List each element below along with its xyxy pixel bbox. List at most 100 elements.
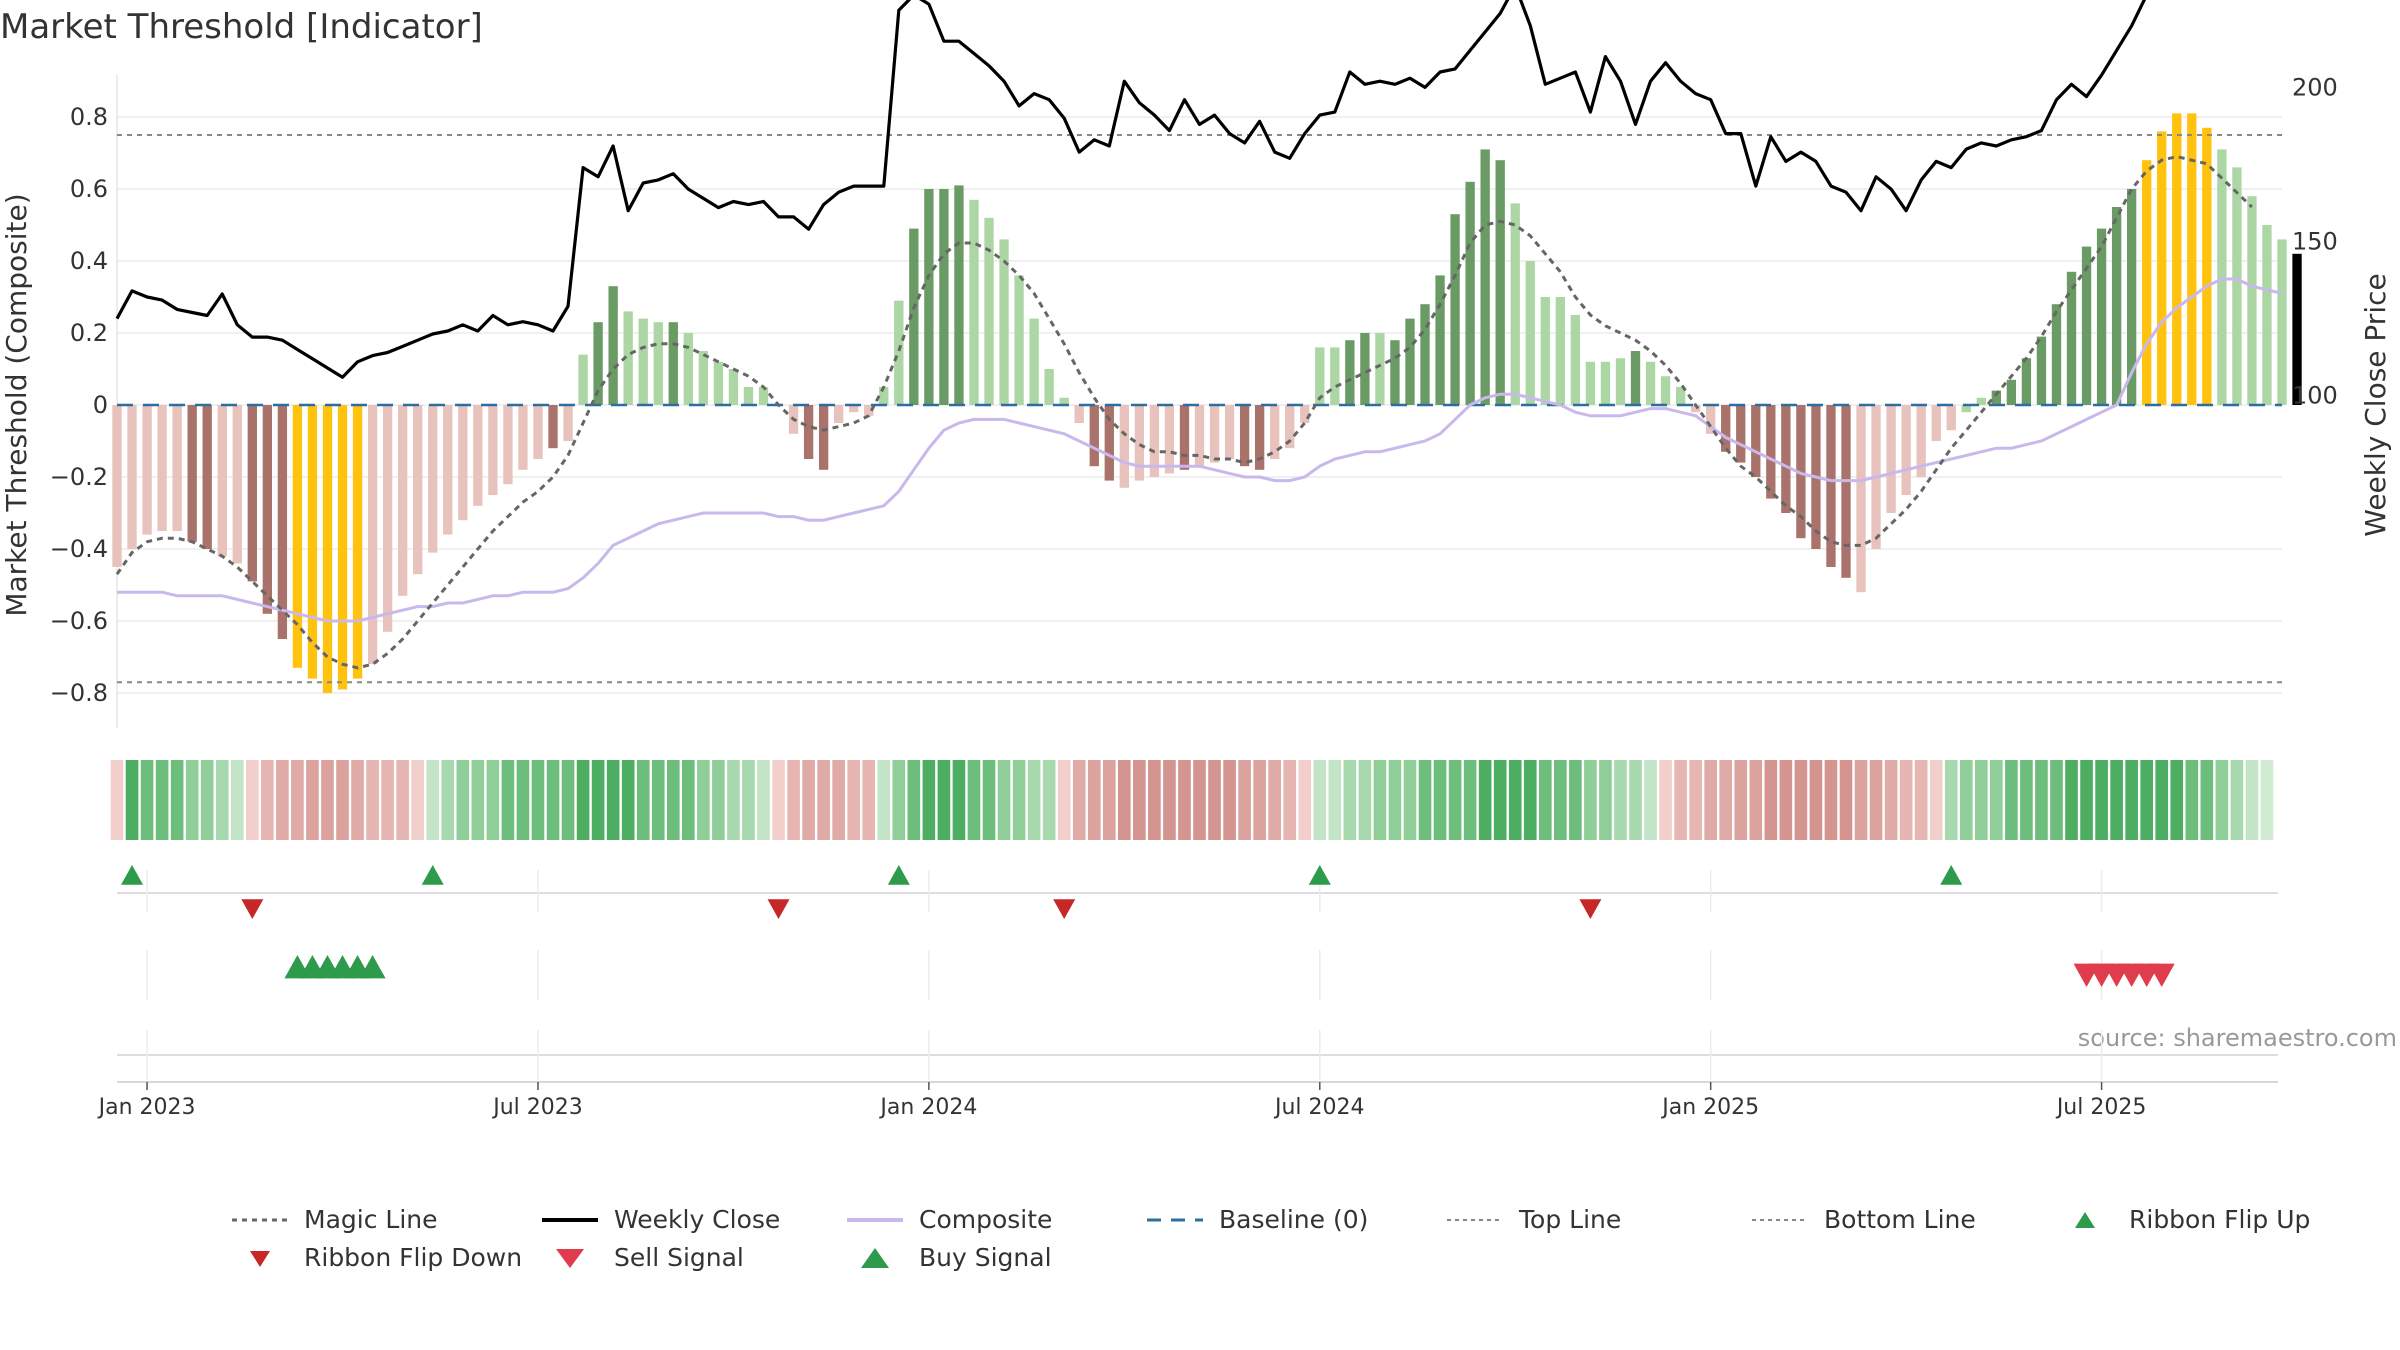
legend-sell-signal: Sell Signal [540, 1243, 744, 1272]
bar [1796, 405, 1806, 539]
bar [713, 361, 724, 405]
ribbon-flip-down-marker [1579, 899, 1602, 919]
x-tick-label: Jul 2023 [491, 1095, 583, 1120]
bar [1976, 397, 1986, 405]
bar [1495, 160, 1505, 405]
strip-cell [1929, 760, 1943, 840]
strip-cell [892, 760, 906, 840]
bar [2051, 304, 2062, 405]
bar [1615, 358, 1626, 405]
bar [999, 239, 1009, 405]
bar [2096, 228, 2107, 405]
ribbon-flip-up-marker [1940, 865, 1963, 885]
bar [1074, 405, 1084, 423]
strip-cell [817, 760, 830, 840]
strip-cell [486, 760, 500, 840]
strip-cell [501, 760, 515, 840]
weekly-close-line [115, 0, 2146, 379]
bar [1555, 297, 1565, 405]
strip-cell [2020, 760, 2033, 840]
bar [458, 405, 468, 521]
strip-cell [1554, 760, 1567, 840]
weekly-close-swatch [542, 1217, 598, 1222]
x-axis: Jan 2023 Jul 2023 Jan 2024 Jul 2024 Jan 2025… [97, 1081, 2278, 1120]
strip-cell [1373, 760, 1387, 840]
bar [1029, 318, 1039, 405]
strip-cell [1809, 760, 1823, 840]
strip-cell [1689, 760, 1702, 840]
strip-cell [1223, 760, 1236, 840]
bar [2202, 127, 2212, 406]
bar [2277, 239, 2287, 405]
strip-cell [291, 760, 304, 840]
bar [1209, 405, 1220, 463]
bar [488, 405, 498, 495]
y-tick-label-left: −0.4 [50, 535, 108, 563]
strip-cell [1674, 760, 1687, 840]
bar [1375, 333, 1385, 405]
bar [1059, 397, 1069, 405]
bar [1315, 347, 1325, 405]
legend-ribbon-flip-up: Ribbon Flip Up [2055, 1205, 2310, 1234]
strip-cell [802, 760, 815, 840]
baseline-swatch [1147, 1218, 1203, 1221]
legend-label: Composite [919, 1205, 1053, 1234]
strip-cell [697, 760, 710, 840]
y-tick-label-right: 200 [2292, 73, 2338, 101]
strip-cell [2140, 760, 2154, 840]
legend-top-line: Top Line [1445, 1205, 1621, 1234]
strip-cell [1343, 760, 1357, 840]
bar [758, 387, 769, 405]
bar [142, 405, 152, 535]
bar [1901, 405, 1911, 495]
strip-cell [1283, 760, 1297, 840]
bar [1856, 405, 1866, 593]
ribbon-flip-up-marker [121, 865, 144, 885]
strip-cell [1614, 760, 1627, 840]
strip-cell [1298, 760, 1312, 840]
legend-magic-line: Magic Line [230, 1205, 438, 1234]
strip-cell [1794, 760, 1808, 840]
strip-cell [742, 760, 755, 840]
x-tick-label: Jan 2025 [1660, 1095, 1759, 1120]
bar [1405, 318, 1415, 405]
strip-cell [1584, 760, 1597, 840]
strip-cell [2230, 760, 2244, 840]
bar [803, 405, 814, 459]
bar [623, 311, 633, 405]
composite-bars [112, 113, 2302, 693]
grid-lines [116, 75, 2282, 728]
buy-signal-marker [359, 955, 386, 979]
strip-cell [1193, 760, 1206, 840]
y-tick-label-left: 0.2 [70, 319, 108, 347]
bar [1525, 261, 1535, 405]
bar [1224, 405, 1235, 459]
legend-label: Ribbon Flip Up [2129, 1205, 2311, 1234]
strip-cell [381, 760, 394, 840]
strip-cell [1749, 760, 1763, 840]
bar [1645, 361, 1656, 405]
bar [397, 405, 408, 596]
strip-cell [1178, 760, 1191, 840]
strip-cell [757, 760, 770, 840]
strip-cell [666, 760, 680, 840]
strip-cell [832, 760, 845, 840]
strip-cell [1944, 760, 1958, 840]
strip-cell [1508, 760, 1522, 840]
strip-cell [456, 760, 470, 840]
bar [638, 318, 648, 405]
strip-cell [1538, 760, 1552, 840]
bar [2111, 207, 2122, 405]
bar [593, 322, 603, 405]
y-tick-label-left: 0.8 [70, 103, 108, 131]
strip-cell [1659, 760, 1672, 840]
bar [1600, 361, 1611, 405]
strip-cell [682, 760, 695, 840]
strip-cell [411, 760, 425, 840]
strip-cell [1704, 760, 1717, 840]
bar [172, 405, 182, 531]
strip-cell [110, 760, 124, 840]
bar [834, 405, 844, 423]
bar [473, 405, 483, 506]
bar [1585, 361, 1596, 405]
